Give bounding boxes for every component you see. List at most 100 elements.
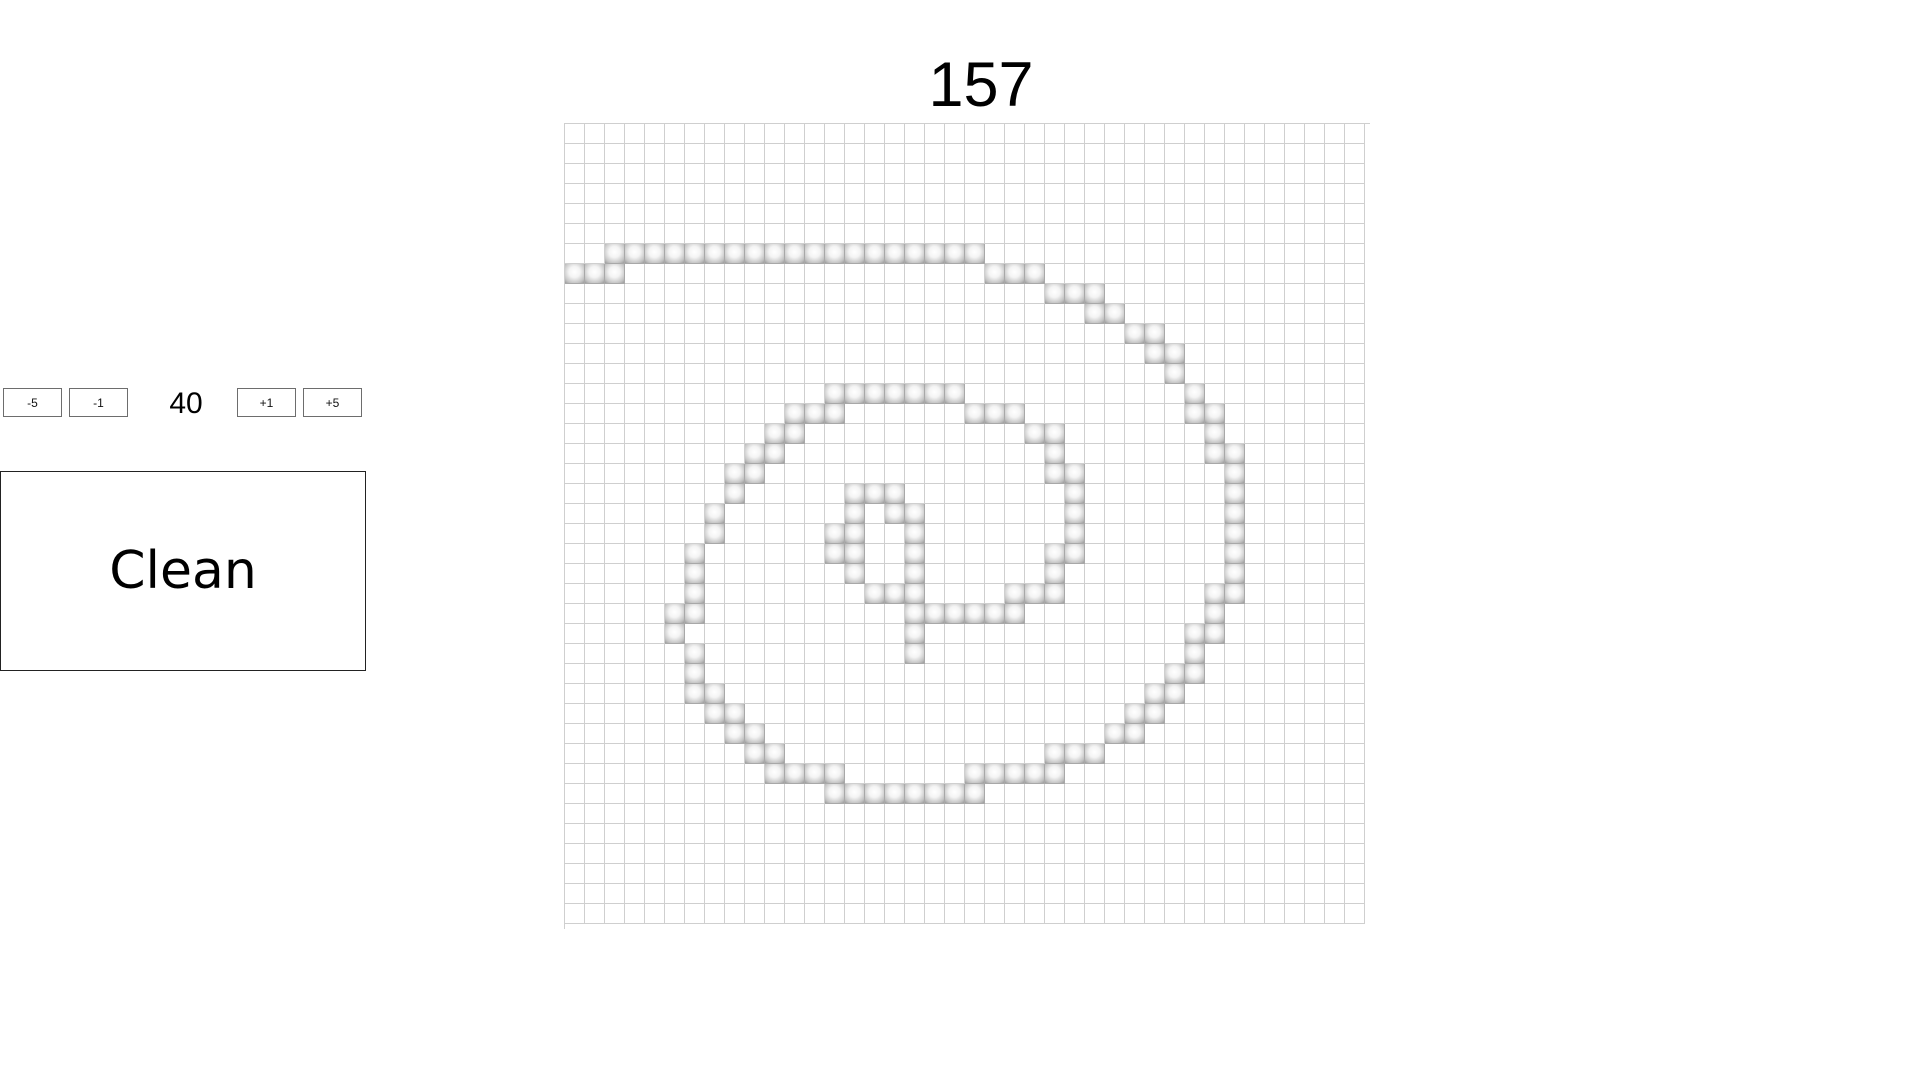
grid-cell-filled[interactable]: [845, 524, 865, 544]
grid-cell[interactable]: [805, 624, 825, 644]
grid-cell[interactable]: [865, 724, 885, 744]
grid-cell[interactable]: [825, 464, 845, 484]
grid-cell[interactable]: [1005, 904, 1025, 924]
grid-cell[interactable]: [565, 484, 585, 504]
grid-cell[interactable]: [705, 284, 725, 304]
grid-cell[interactable]: [685, 424, 705, 444]
grid-cell[interactable]: [1245, 284, 1265, 304]
grid-cell[interactable]: [985, 824, 1005, 844]
grid-cell-filled[interactable]: [725, 724, 745, 744]
grid-cell[interactable]: [1245, 604, 1265, 624]
grid-cell[interactable]: [1165, 764, 1185, 784]
grid-cell[interactable]: [865, 744, 885, 764]
grid-cell[interactable]: [1105, 164, 1125, 184]
grid-cell[interactable]: [985, 504, 1005, 524]
grid-cell[interactable]: [725, 284, 745, 304]
grid-cell[interactable]: [605, 284, 625, 304]
grid-cell-filled[interactable]: [1105, 724, 1125, 744]
grid-cell[interactable]: [745, 764, 765, 784]
grid-cell-filled[interactable]: [825, 784, 845, 804]
grid-cell[interactable]: [1165, 544, 1185, 564]
grid-cell[interactable]: [685, 704, 705, 724]
grid-cell[interactable]: [1305, 884, 1325, 904]
grid-cell[interactable]: [645, 784, 665, 804]
grid-cell[interactable]: [685, 304, 705, 324]
grid-cell[interactable]: [785, 864, 805, 884]
grid-cell-filled[interactable]: [865, 784, 885, 804]
grid-cell[interactable]: [1185, 444, 1205, 464]
grid-cell[interactable]: [765, 704, 785, 724]
grid-cell-filled[interactable]: [1145, 324, 1165, 344]
grid-cell[interactable]: [605, 304, 625, 324]
grid-cell[interactable]: [865, 524, 885, 544]
grid-cell[interactable]: [725, 164, 745, 184]
grid-cell-filled[interactable]: [1225, 464, 1245, 484]
grid-cell[interactable]: [925, 564, 945, 584]
grid-cell[interactable]: [645, 564, 665, 584]
grid-cell[interactable]: [885, 684, 905, 704]
grid-cell[interactable]: [1105, 464, 1125, 484]
grid-cell[interactable]: [1025, 744, 1045, 764]
grid-cell[interactable]: [1285, 444, 1305, 464]
grid-cell[interactable]: [1165, 584, 1185, 604]
grid-cell[interactable]: [945, 644, 965, 664]
grid-cell[interactable]: [885, 664, 905, 684]
grid-cell[interactable]: [1045, 144, 1065, 164]
grid-cell[interactable]: [1105, 544, 1125, 564]
grid-cell[interactable]: [1125, 604, 1145, 624]
grid-cell[interactable]: [1185, 364, 1205, 384]
grid-cell[interactable]: [1245, 804, 1265, 824]
grid-cell[interactable]: [1025, 204, 1045, 224]
grid-cell[interactable]: [1025, 904, 1045, 924]
grid-cell[interactable]: [1125, 224, 1145, 244]
grid-cell[interactable]: [945, 844, 965, 864]
grid-cell[interactable]: [1065, 124, 1085, 144]
grid-cell[interactable]: [1085, 144, 1105, 164]
grid-cell[interactable]: [965, 644, 985, 664]
grid-cell[interactable]: [1065, 644, 1085, 664]
grid-cell[interactable]: [1065, 904, 1085, 924]
grid-cell[interactable]: [685, 324, 705, 344]
grid-cell[interactable]: [1205, 724, 1225, 744]
grid-cell[interactable]: [865, 904, 885, 924]
grid-cell[interactable]: [1125, 504, 1145, 524]
grid-cell[interactable]: [1005, 644, 1025, 664]
grid-cell[interactable]: [1005, 184, 1025, 204]
grid-cell[interactable]: [1285, 144, 1305, 164]
grid-cell-filled[interactable]: [765, 424, 785, 444]
grid-cell[interactable]: [745, 784, 765, 804]
grid-cell[interactable]: [925, 704, 945, 724]
grid-cell[interactable]: [585, 304, 605, 324]
grid-cell[interactable]: [1345, 424, 1365, 444]
grid-cell[interactable]: [785, 544, 805, 564]
grid-cell-filled[interactable]: [1065, 464, 1085, 484]
grid-cell[interactable]: [1305, 184, 1325, 204]
grid-cell[interactable]: [745, 604, 765, 624]
grid-cell[interactable]: [865, 344, 885, 364]
grid-cell-filled[interactable]: [1225, 484, 1245, 504]
grid-cell[interactable]: [1185, 284, 1205, 304]
grid-cell[interactable]: [605, 424, 625, 444]
grid-cell-filled[interactable]: [1185, 664, 1205, 684]
grid-cell[interactable]: [665, 764, 685, 784]
grid-cell[interactable]: [685, 844, 705, 864]
grid-cell[interactable]: [1085, 264, 1105, 284]
grid-cell[interactable]: [1325, 644, 1345, 664]
grid-cell[interactable]: [765, 224, 785, 244]
grid-cell[interactable]: [865, 864, 885, 884]
grid-cell-filled[interactable]: [805, 764, 825, 784]
grid-cell-filled[interactable]: [805, 404, 825, 424]
grid-cell[interactable]: [765, 684, 785, 704]
grid-cell[interactable]: [1105, 864, 1125, 884]
grid-cell[interactable]: [1245, 164, 1265, 184]
grid-cell[interactable]: [1145, 804, 1165, 824]
grid-cell[interactable]: [725, 844, 745, 864]
grid-cell[interactable]: [1145, 304, 1165, 324]
grid-cell[interactable]: [1305, 724, 1325, 744]
grid-cell-filled[interactable]: [1045, 284, 1065, 304]
grid-cell[interactable]: [925, 644, 945, 664]
grid-cell[interactable]: [925, 344, 945, 364]
grid-cell-filled[interactable]: [725, 704, 745, 724]
grid-cell-filled[interactable]: [1025, 264, 1045, 284]
grid-cell-filled[interactable]: [845, 244, 865, 264]
